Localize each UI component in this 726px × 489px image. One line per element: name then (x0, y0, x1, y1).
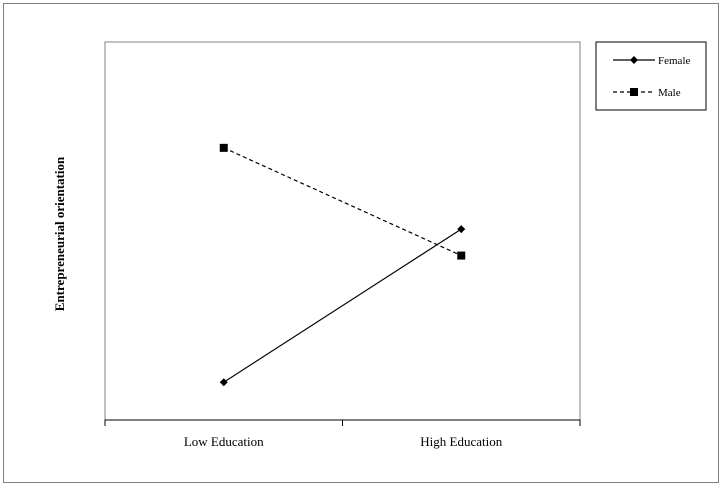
x-tick-label: Low Education (184, 434, 264, 449)
legend-label-male: Male (658, 87, 681, 99)
legend-marker-female (630, 56, 638, 64)
plot-area (104, 41, 581, 421)
series-line-male (223, 147, 462, 257)
data-point-female (219, 378, 228, 387)
data-point-male (457, 251, 466, 260)
legend-label-female: Female (658, 55, 690, 67)
data-point-female (457, 225, 466, 234)
data-point-male (219, 143, 228, 152)
legend-marker-male (630, 88, 638, 96)
legend-box (595, 41, 707, 111)
series-line-female (223, 228, 462, 383)
y-axis-title: Entrepreneurial orientation (52, 156, 67, 311)
x-tick-label: High Education (420, 434, 502, 449)
